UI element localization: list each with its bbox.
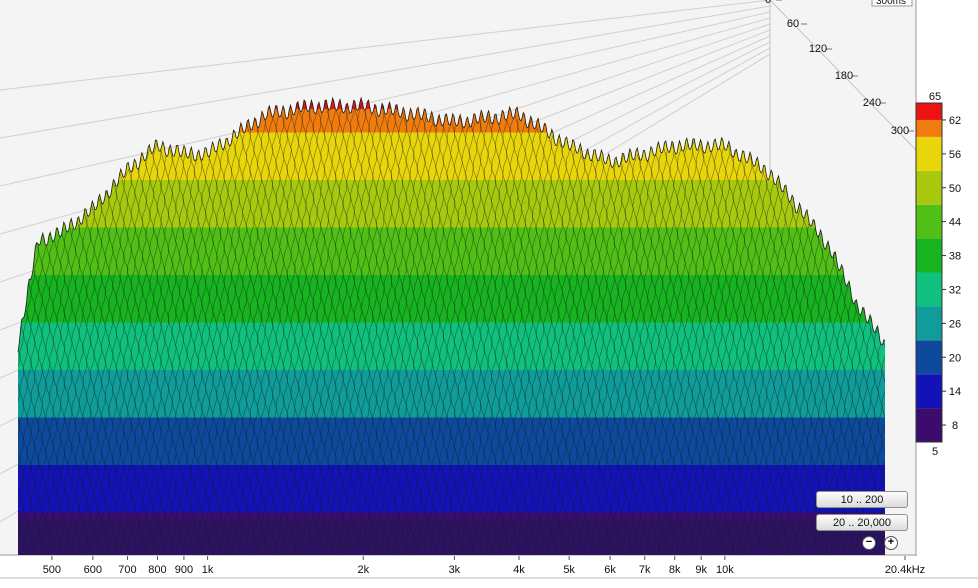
color-scale-band: [916, 340, 942, 375]
time-tick-label: 0: [765, 0, 771, 6]
color-scale-tick-label: 44: [949, 217, 961, 229]
color-scale-band: [916, 272, 942, 307]
x-tick-label: 900: [175, 564, 193, 576]
front-outline: [17, 96, 886, 353]
zoom-in-icon[interactable]: +: [884, 536, 898, 550]
time-tick-label: 180: [835, 70, 853, 82]
time-tick-label: 240: [863, 97, 881, 109]
color-scale-band: [916, 103, 942, 120]
color-scale-tick-label: 26: [949, 318, 961, 330]
x-tick-label: 3k: [449, 564, 461, 576]
frequency-axis: 500 600 700 800 900 1k 2k 3k 4k 5k 6k 7k 8k 9k 10k 20.4…: [0, 556, 978, 583]
range-10-200-button[interactable]: 10 .. 200: [816, 491, 908, 508]
color-scale-band: [916, 238, 942, 273]
color-scale-tick-label: 8: [952, 420, 958, 432]
color-scale-band: [916, 374, 942, 409]
x-tick-label: 600: [84, 564, 102, 576]
floor-grid-line: [0, 0, 771, 91]
x-tick-label: 2k: [357, 564, 369, 576]
range-20-20000-button[interactable]: 20 .. 20,000: [816, 514, 908, 531]
waterfall-surface: [17, 96, 886, 555]
time-axis-end-label: 300ms: [876, 0, 906, 7]
time-tick-label: 60: [787, 18, 799, 30]
time-tick-label: 300: [891, 125, 909, 137]
x-tick-label: 6k: [604, 564, 616, 576]
zoom-out-icon[interactable]: −: [862, 536, 876, 550]
x-tick-label: 9k: [695, 564, 707, 576]
x-tick-label: 800: [148, 564, 166, 576]
color-scale-band: [916, 136, 942, 171]
floor-grid-line: [0, 5, 771, 139]
color-scale-tick-label: 14: [949, 386, 961, 398]
color-scale-tick-label: 20: [949, 352, 961, 364]
time-axis: 0 60 120 180 240 300 300ms: [765, 0, 914, 137]
color-scale-band: [916, 204, 942, 239]
color-scale-tick-label: 56: [949, 149, 961, 161]
ridge-lines: [18, 100, 885, 555]
color-scale-legend: 62 56 50 44 38 32 26 20 14 8 65 5: [915, 91, 961, 458]
x-tick-label: 500: [43, 564, 61, 576]
color-scale-tick-label: 32: [949, 284, 961, 296]
color-scale-min-label: 5: [932, 446, 938, 458]
x-tick-label: 20.4kHz: [885, 564, 925, 576]
x-tick-label: 7k: [639, 564, 651, 576]
color-scale-tick-label: 62: [949, 115, 961, 127]
color-scale-tick-label: 50: [949, 183, 961, 195]
x-tick-label: 700: [118, 564, 136, 576]
color-scale-band: [916, 170, 942, 205]
x-tick-label: 8k: [669, 564, 681, 576]
x-tick-label: 5k: [563, 564, 575, 576]
color-scale-band: [916, 119, 942, 137]
x-tick-label: 4k: [513, 564, 525, 576]
time-axis-line: [769, 0, 917, 151]
time-tick-label: 120: [809, 43, 827, 55]
color-scale-tick-label: 38: [949, 251, 961, 263]
x-tick-label: 1k: [202, 564, 214, 576]
color-scale-band: [916, 306, 942, 341]
floor-grid-line: [0, 11, 771, 187]
color-scale-max-label: 65: [929, 91, 941, 103]
color-scale-band: [916, 408, 942, 442]
x-tick-label: 10k: [716, 564, 734, 576]
